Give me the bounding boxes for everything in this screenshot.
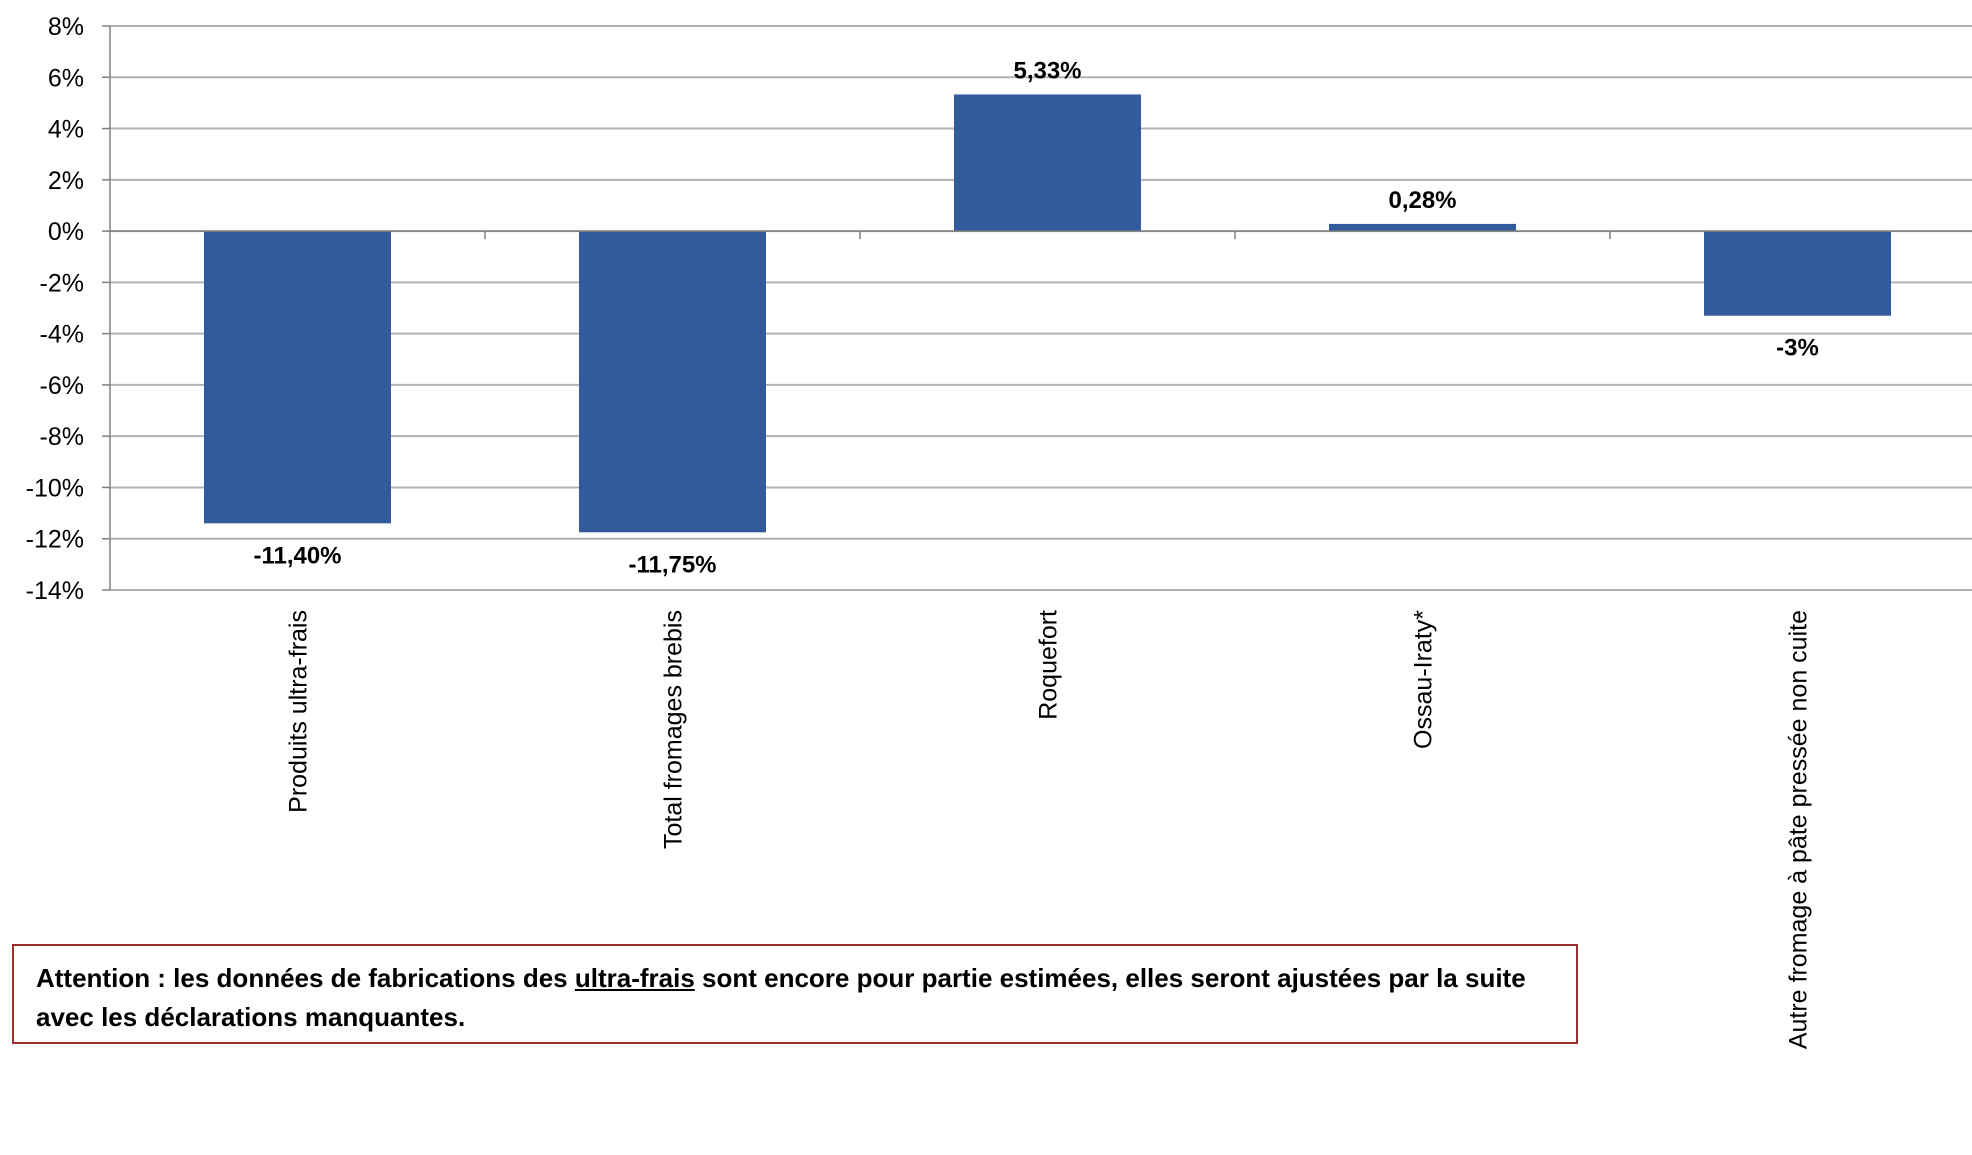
bar (579, 231, 766, 533)
bar (204, 231, 391, 524)
y-tick-labels: 8% 6% 4% 2% 0% -2% -4% -6% -8% -10% -12% -14% (26, 13, 84, 605)
bar (1329, 223, 1516, 232)
y-tick-label: -8% (40, 423, 84, 451)
data-label: 0,28% (1388, 187, 1456, 214)
warning-note: Attention : les données de fabrications … (12, 944, 1578, 1044)
bars (204, 94, 1891, 533)
axes (102, 25, 1972, 591)
y-tick-label: 2% (48, 167, 84, 195)
y-tick-label: 8% (48, 13, 84, 41)
bar (1704, 231, 1891, 316)
y-tick-label: 6% (48, 64, 84, 92)
y-tick-label: -10% (26, 474, 84, 502)
y-tick-label: 4% (48, 116, 84, 144)
bar (954, 94, 1141, 232)
y-tick-label: -6% (40, 372, 84, 400)
data-label: 5,33% (1013, 57, 1081, 84)
category-label: Total fromages brebis (660, 610, 688, 849)
category-labels: Produits ultra-frais Total fromages brebi… (285, 610, 1813, 1049)
category-label: Roquefort (1035, 610, 1063, 720)
category-label: Produits ultra-frais (285, 610, 313, 813)
note-prefix: Attention : les données de fabrications … (36, 963, 575, 993)
y-tick-label: -12% (26, 526, 84, 554)
data-label: -3% (1776, 335, 1819, 362)
y-tick-label: 0% (48, 218, 84, 246)
y-tick-label: -14% (26, 577, 84, 605)
data-label: -11,75% (628, 551, 716, 578)
y-tick-label: -2% (40, 269, 84, 297)
data-label: -11,40% (253, 542, 341, 569)
category-label: Autre fromage à pâte pressée non cuite (1785, 610, 1813, 1049)
note-underlined: ultra-frais (574, 963, 695, 993)
y-tick-label: -4% (40, 321, 84, 349)
note-suffix: sont encore pour partie estimées, elles … (36, 963, 1526, 1032)
data-labels: -11,40% -11,75% 5,33% 0,28% -3% (253, 57, 1818, 578)
category-label: Ossau-Iraty* (1410, 610, 1438, 749)
